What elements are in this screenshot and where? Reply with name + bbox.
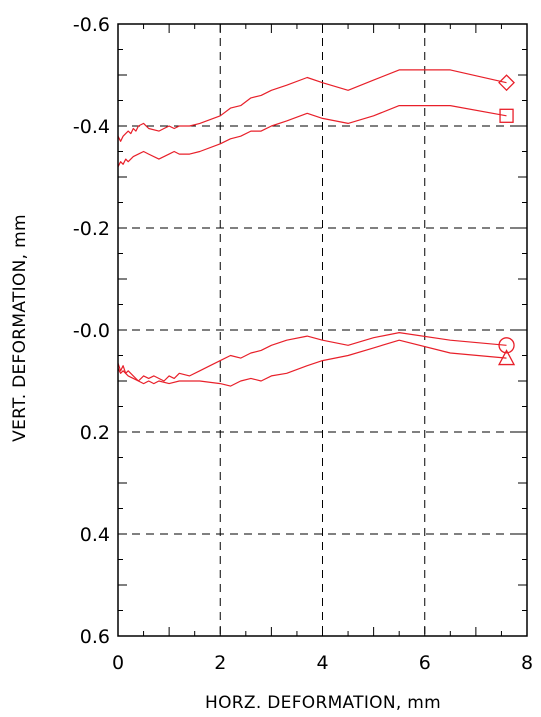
x-tick-label: 6 xyxy=(419,652,431,674)
grid-layer xyxy=(118,23,527,637)
square-marker xyxy=(499,108,514,123)
series-line-diamond xyxy=(117,69,507,142)
triangle-marker xyxy=(497,349,516,366)
x-tick-label: 2 xyxy=(214,652,226,674)
tick-layer xyxy=(117,23,528,637)
y-axis-title: VERT. DEFORMATION, mm xyxy=(10,214,30,442)
x-tick-label: 4 xyxy=(316,652,328,674)
y-tick-label: 0.4 xyxy=(80,524,110,546)
series-line-circle xyxy=(117,332,507,382)
y-tick-label: -0.0 xyxy=(73,320,110,342)
x-tick-label: 8 xyxy=(521,652,533,674)
diamond-marker xyxy=(498,74,515,92)
label-layer: 0 2 4 6 8 -0.6 -0.4 -0.2 -0.0 0.2 0.4 0.6 xyxy=(73,14,533,674)
series-line-triangle xyxy=(117,339,507,387)
y-tick-label: -0.4 xyxy=(73,116,110,138)
x-axis-title: HORZ. DEFORMATION, mm xyxy=(205,693,441,713)
y-tick-label: 0.2 xyxy=(80,422,110,444)
y-tick-label: -0.2 xyxy=(73,218,110,240)
y-tick-label: 0.6 xyxy=(80,626,110,648)
series-layer xyxy=(117,69,516,387)
x-tick-label: 0 xyxy=(112,652,124,674)
series-line-square xyxy=(117,104,507,168)
y-tick-label: -0.6 xyxy=(73,14,110,36)
circle-marker xyxy=(498,337,515,354)
